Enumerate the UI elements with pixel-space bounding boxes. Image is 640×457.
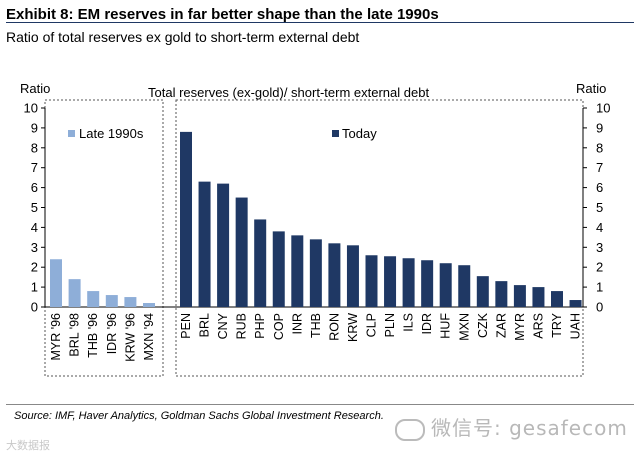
y-tick-label-right: 6 (596, 180, 603, 195)
x-tick-label: CZK (476, 312, 490, 338)
y-tick-label-left: 9 (31, 120, 38, 135)
bar (105, 295, 118, 307)
bar (532, 287, 545, 307)
chart-title: Total reserves (ex-gold)/ short-term ext… (148, 85, 429, 100)
source-note: Source: IMF, Haver Analytics, Goldman Sa… (14, 410, 384, 422)
y-tick-label-right: 9 (596, 120, 603, 135)
bar (124, 297, 137, 307)
y-axis-label-right: Ratio (576, 81, 606, 96)
x-tick-label: MXN (457, 313, 471, 341)
y-tick-label-right: 4 (596, 220, 603, 235)
bar (235, 197, 248, 307)
legend-swatch-today (332, 130, 339, 137)
title-divider (6, 22, 634, 23)
y-tick-label-left: 10 (24, 101, 38, 116)
x-tick-label: TRY (550, 312, 564, 337)
wechat-watermark: 微信号: gesafecom (395, 412, 628, 441)
y-tick-label-right: 1 (596, 280, 603, 295)
x-tick-label: BRL (198, 313, 212, 337)
legend-label-today: Today (342, 126, 377, 141)
y-tick-label-left: 8 (31, 140, 38, 155)
bar (198, 181, 211, 307)
bar (421, 260, 434, 307)
x-tick-label: UAH (569, 313, 583, 339)
x-tick-label: MYR '96 (49, 313, 63, 361)
x-tick-label: PLN (383, 313, 397, 337)
y-tick-label-left: 3 (31, 240, 38, 255)
y-tick-label-left: 5 (31, 200, 38, 215)
legend-label-late-1990s: Late 1990s (79, 126, 144, 141)
y-tick-label-right: 3 (596, 240, 603, 255)
page-subtitle: Ratio of total reserves ex gold to short… (6, 29, 360, 45)
x-tick-label: KRW (346, 313, 360, 342)
legend-swatch-late-1990s (68, 130, 75, 137)
bar (439, 263, 452, 307)
bar (402, 258, 415, 307)
y-tick-label-left: 0 (31, 300, 38, 315)
y-tick-label-right: 5 (596, 200, 603, 215)
wechat-icon (395, 418, 425, 441)
x-tick-label: MYR (513, 313, 527, 341)
y-axis-label-left: Ratio (20, 81, 50, 96)
y-tick-label-left: 1 (31, 280, 38, 295)
bar (365, 255, 378, 307)
bar (458, 265, 471, 307)
page-title: Exhibit 8: EM reserves in far better sha… (6, 6, 439, 23)
x-tick-label: RON (327, 313, 341, 341)
y-tick-label-right: 0 (596, 300, 603, 315)
bar (217, 183, 230, 307)
x-tick-label: INR (290, 313, 304, 335)
x-tick-label: ZAR (494, 313, 508, 338)
chart: Ratio Ratio Total reserves (ex-gold)/ shor… (20, 81, 610, 377)
x-tick-label: THB '96 (86, 313, 100, 358)
x-tick-label: HUF (439, 313, 453, 339)
y-tick-label-left: 4 (31, 220, 38, 235)
x-tick-label: RUB (235, 313, 249, 339)
bar (551, 291, 563, 307)
bar (87, 291, 100, 307)
y-tick-label-right: 2 (596, 260, 603, 275)
x-tick-label: BRL '98 (68, 313, 82, 357)
x-tick-label: ILS (402, 313, 416, 332)
corner-watermark: 大数据报 (6, 440, 50, 452)
wechat-text: 微信号: gesafecom (431, 416, 628, 440)
bar (180, 131, 192, 307)
x-tick-label: THB (309, 313, 323, 338)
bar (309, 239, 322, 307)
bar (254, 219, 267, 307)
x-tick-label: ARS (531, 313, 545, 339)
x-tick-label: KRW '96 (123, 313, 137, 362)
x-tick-label: PEN (179, 313, 193, 339)
bar (476, 276, 489, 307)
x-tick-label: IDR '96 (105, 313, 119, 354)
bar (50, 259, 62, 307)
y-tick-label-left: 6 (31, 180, 38, 195)
bar (68, 279, 81, 307)
bar (569, 300, 582, 307)
x-tick-label: MXN '94 (142, 313, 156, 361)
x-tick-label: PHP (253, 313, 267, 339)
x-tick-label: CNY (216, 312, 230, 339)
x-tick-label: IDR (420, 313, 434, 335)
x-tick-label: COP (272, 313, 286, 340)
bar (143, 303, 155, 307)
y-tick-label-right: 8 (596, 140, 603, 155)
y-tick-label-right: 7 (596, 160, 603, 175)
x-tick-label: CLP (365, 313, 379, 337)
bar (384, 256, 397, 307)
bar (272, 231, 285, 307)
y-tick-label-right: 10 (596, 101, 610, 116)
footer-divider (6, 404, 634, 405)
bar (328, 243, 341, 307)
bar (495, 281, 508, 307)
bar (346, 245, 359, 307)
y-tick-label-left: 2 (31, 260, 38, 275)
bar (291, 235, 304, 307)
bar (513, 285, 526, 307)
y-tick-label-left: 7 (31, 160, 38, 175)
